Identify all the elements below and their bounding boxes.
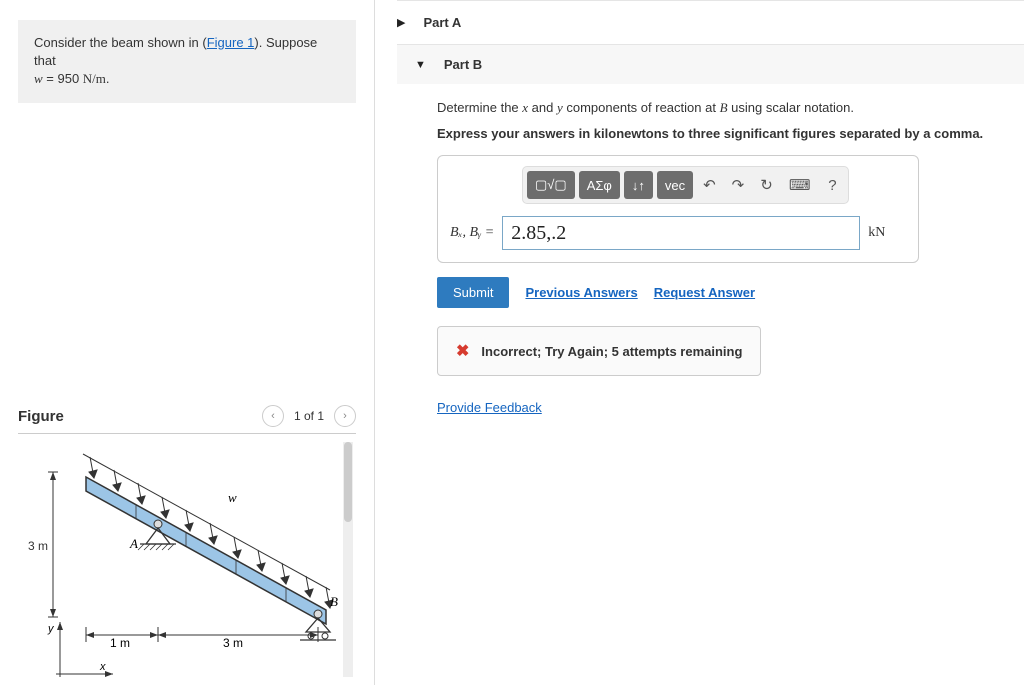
axis-y: y [47, 623, 55, 635]
dim-1m: 1 m [110, 636, 130, 650]
figure-link[interactable]: Figure 1 [207, 35, 255, 50]
figure-scrollbar[interactable] [343, 442, 353, 677]
figure-nav: ‹ 1 of 1 › [262, 405, 356, 427]
templates-button[interactable]: ▢√▢ [527, 171, 575, 199]
caret-right-icon: ▶ [397, 16, 405, 29]
part-b-title: Part B [444, 57, 482, 72]
part-a-title: Part A [423, 15, 461, 30]
problem-unit: N/m [83, 71, 106, 86]
incorrect-icon: ✖ [456, 341, 469, 361]
feedback-text: Incorrect; Try Again; 5 attempts remaini… [481, 344, 742, 359]
greek-button[interactable]: ΑΣφ [579, 171, 620, 199]
submit-button[interactable]: Submit [437, 277, 509, 308]
left-panel: Consider the beam shown in (Figure 1). S… [0, 0, 375, 685]
previous-answers-link[interactable]: Previous Answers [525, 285, 637, 300]
feedback-box: ✖ Incorrect; Try Again; 5 attempts remai… [437, 326, 761, 376]
subscript-button[interactable]: ↓↑ [624, 171, 653, 199]
axis-x: x [99, 661, 106, 673]
vec-button[interactable]: vec [657, 171, 693, 199]
figure-prev-button[interactable]: ‹ [262, 405, 284, 427]
answer-input-frame: ▢√▢ ΑΣφ ↓↑ vec ↶ ↷ ↻ ⌨ ? Bₓ, Bᵧ = kN [437, 155, 919, 263]
figure-title: Figure [18, 408, 64, 425]
redo-button[interactable]: ↷ [726, 171, 751, 199]
problem-var: w [34, 71, 43, 86]
answer-input[interactable] [502, 216, 860, 250]
answer-instructions: Express your answers in kilonewtons to t… [437, 126, 1006, 141]
dim-3m-vert: 3 m [28, 539, 48, 553]
request-answer-link[interactable]: Request Answer [654, 285, 755, 300]
part-a: ▶ Part A [397, 0, 1024, 44]
keyboard-button[interactable]: ⌨ [783, 171, 817, 199]
part-a-header[interactable]: ▶ Part A [397, 15, 1024, 30]
reset-button[interactable]: ↻ [754, 171, 779, 199]
part-b: ▼ Part B Determine the x and y component… [397, 44, 1024, 415]
help-button[interactable]: ? [820, 171, 844, 199]
problem-eq: = 950 [43, 71, 83, 86]
dim-3m-horiz: 3 m [223, 636, 243, 650]
support-A-label: A [129, 536, 138, 551]
support-B-label: B [330, 594, 338, 609]
figure-nav-label: 1 of 1 [288, 409, 330, 423]
problem-statement: Consider the beam shown in (Figure 1). S… [18, 20, 356, 103]
problem-period: . [106, 71, 110, 86]
undo-button[interactable]: ↶ [697, 171, 722, 199]
figure-image: 3 m [18, 442, 353, 677]
figure-section: Figure ‹ 1 of 1 › 3 m [0, 395, 374, 685]
load-w-label: w [228, 490, 237, 505]
right-panel: ▶ Part A ▼ Part B Determine the x and y … [375, 0, 1024, 685]
question-text: Determine the x and y components of reac… [437, 100, 1006, 116]
problem-pre: Consider the beam shown in ( [34, 35, 207, 50]
provide-feedback-link[interactable]: Provide Feedback [437, 400, 542, 415]
figure-next-button[interactable]: › [334, 405, 356, 427]
beam-diagram-svg: 3 m [18, 442, 343, 677]
part-b-header[interactable]: ▼ Part B [397, 45, 1024, 84]
answer-label: Bₓ, Bᵧ = [450, 225, 494, 241]
equation-toolbar: ▢√▢ ΑΣφ ↓↑ vec ↶ ↷ ↻ ⌨ ? [522, 166, 849, 204]
answer-unit: kN [868, 225, 885, 241]
caret-down-icon: ▼ [415, 59, 426, 71]
